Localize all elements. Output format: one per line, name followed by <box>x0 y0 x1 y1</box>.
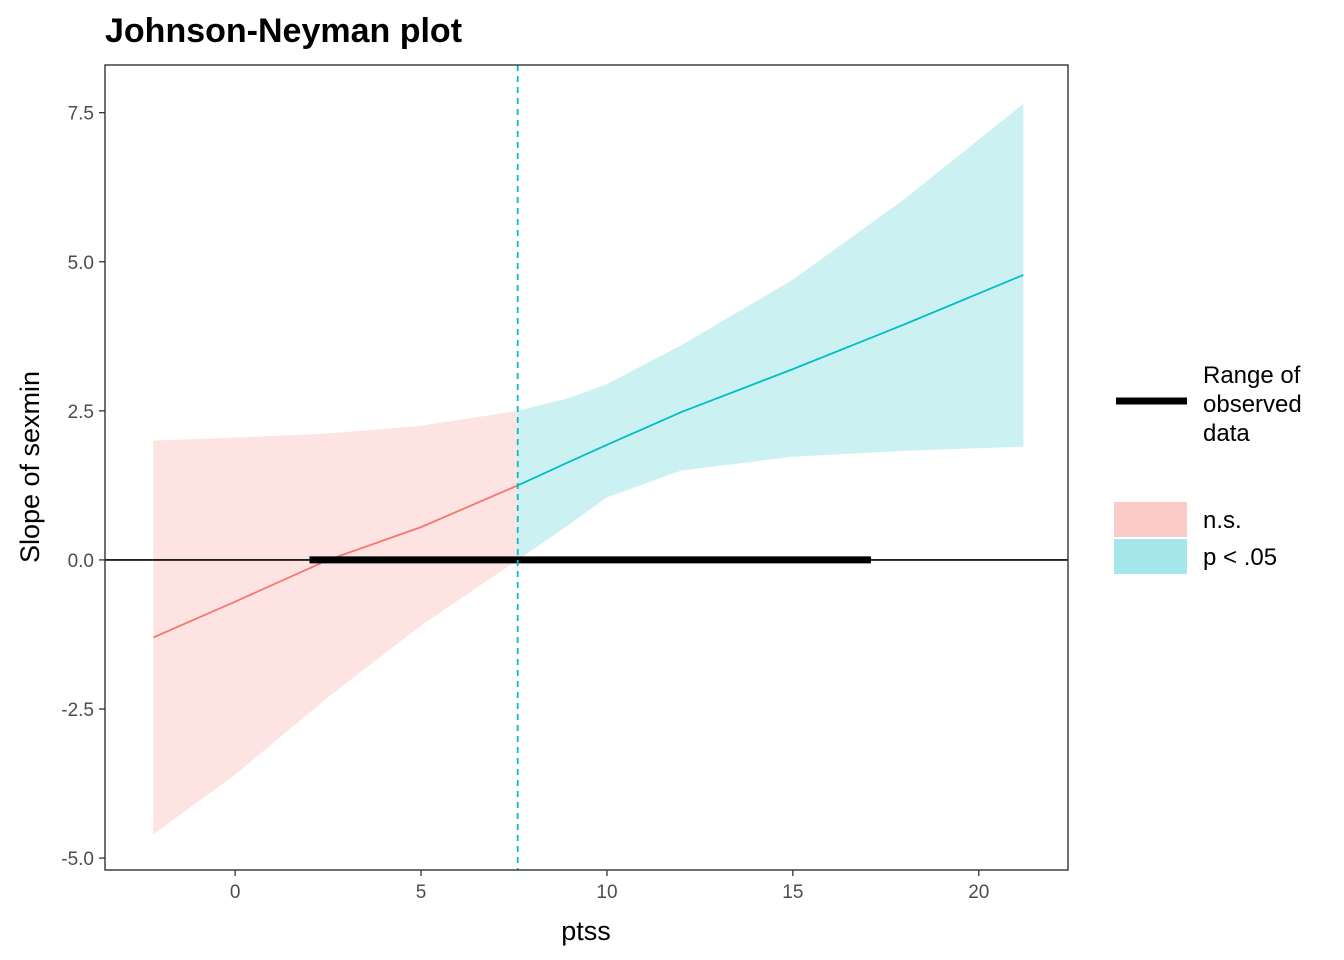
legend-key-ns <box>1114 502 1187 537</box>
estimate-line-significant <box>517 274 1024 487</box>
legend-range-label: Range of <box>1203 362 1301 389</box>
y-tick-label: -2.5 <box>61 700 94 721</box>
chart-title: Johnson-Neyman plot <box>105 12 462 50</box>
x-axis-title: ptss <box>561 916 611 946</box>
legend-range-label: observed <box>1203 391 1302 418</box>
plot-area <box>105 65 1068 870</box>
legend-label-significant: p < .05 <box>1203 544 1277 571</box>
plot-layer <box>105 65 1068 870</box>
confidence-band-significant <box>517 103 1024 560</box>
legend-key-significant <box>1114 539 1187 574</box>
legend-range-label: data <box>1203 420 1250 447</box>
y-tick-label: 5.0 <box>68 253 94 274</box>
axes: 0 5 10 15 20 -5.0 -2.5 0.0 2.5 5.0 7.5 <box>61 64 1069 903</box>
panel-border <box>104 64 1069 871</box>
y-tick-label: 2.5 <box>68 402 94 423</box>
x-tick-label: 10 <box>596 882 617 903</box>
legend-label-ns: n.s. <box>1203 507 1242 534</box>
y-tick-label: 7.5 <box>68 104 94 125</box>
confidence-band-ns <box>153 410 518 835</box>
x-tick-label: 5 <box>416 882 427 903</box>
x-tick-label: 0 <box>230 882 241 903</box>
y-axis-title: Slope of sexmin <box>15 371 45 563</box>
y-tick-label: 0.0 <box>68 551 94 572</box>
x-tick-label: 20 <box>968 882 989 903</box>
y-tick-label: -5.0 <box>61 849 94 870</box>
x-tick-label: 15 <box>782 882 803 903</box>
